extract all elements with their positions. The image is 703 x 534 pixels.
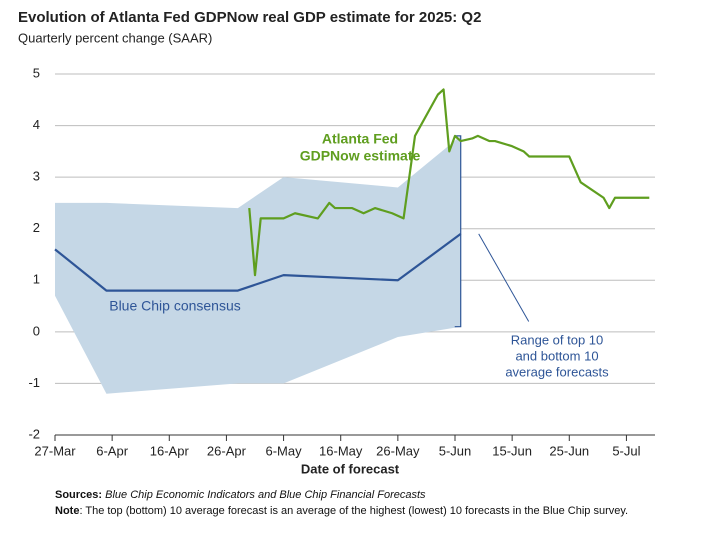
x-axis-label: Date of forecast [301,461,400,476]
sources: Sources: Blue Chip Economic Indicators a… [55,489,426,501]
range-label: and bottom 10 [515,348,598,363]
x-tick-label: 27-Mar [34,443,76,458]
y-tick-label: 1 [33,272,40,287]
y-tick-label: 3 [33,169,40,184]
y-tick-label: 4 [33,117,40,132]
x-tick-label: 16-May [319,443,363,458]
y-tick-label: -1 [28,375,40,390]
range-band [55,135,461,394]
y-tick-label: 0 [33,323,40,338]
x-tick-label: 25-Jun [549,443,589,458]
series-label: Atlanta Fed [322,131,398,147]
series-label: Blue Chip consensus [109,298,241,314]
x-tick-label: 16-Apr [150,443,190,458]
annotation-arrow [478,233,530,322]
y-tick-label: -2 [28,426,40,441]
x-tick-label: 5-Jul [612,443,640,458]
chart-title: Evolution of Atlanta Fed GDPNow real GDP… [18,9,481,26]
range-label: average forecasts [505,364,609,379]
x-tick-label: 15-Jun [492,443,532,458]
series-label: GDPNow estimate [300,148,421,164]
range-bracket [454,135,462,328]
chart-subtitle: Quarterly percent change (SAAR) [18,30,212,45]
y-tick-label: 2 [33,220,40,235]
series-line [54,232,462,292]
note-label: Note [55,505,80,517]
y-tick-label: 5 [33,65,40,80]
series-line [248,88,650,277]
sources-label: Sources: [55,489,103,501]
note: Note: The top (bottom) 10 average foreca… [55,505,628,517]
sources-text: Blue Chip Economic Indicators and Blue C… [105,489,426,501]
x-tick-label: 5-Jun [439,443,472,458]
note-text: : The top (bottom) 10 average forecast i… [79,505,629,517]
x-tick-label: 6-Apr [96,443,128,458]
x-tick-label: 26-Apr [207,443,247,458]
x-tick-label: 26-May [376,443,420,458]
x-tick-label: 6-May [266,443,303,458]
range-label: Range of top 10 [511,332,604,347]
